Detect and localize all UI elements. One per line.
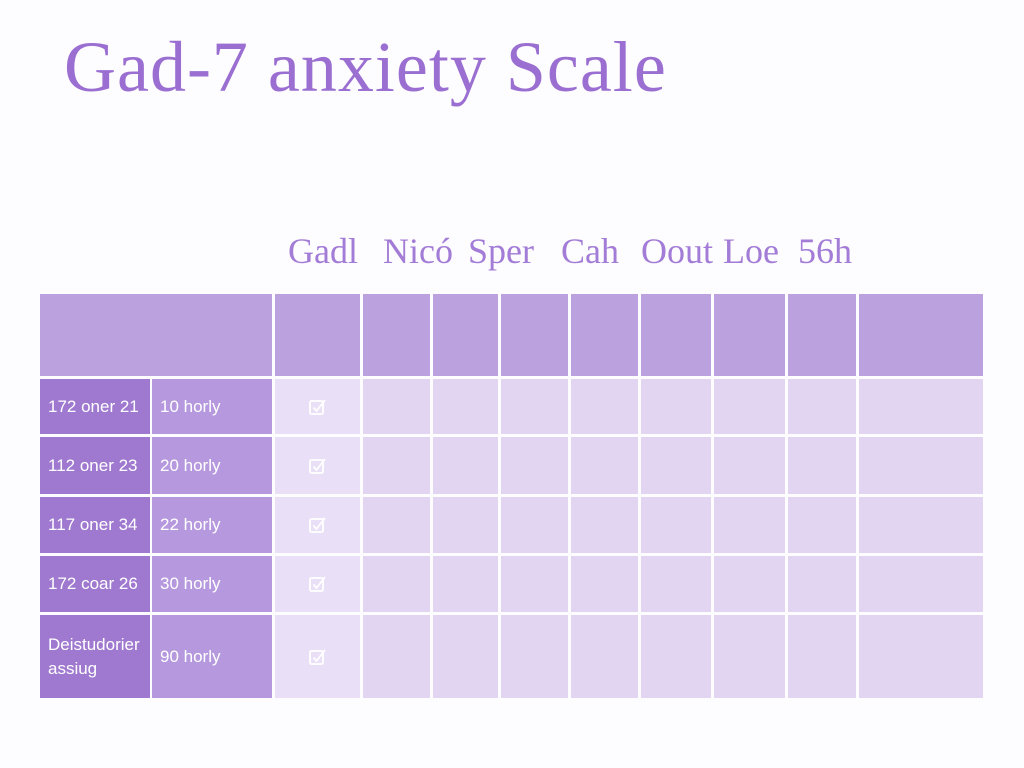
column-header: Cah <box>561 231 619 271</box>
row-duration: 90 horly <box>152 615 272 698</box>
column-header: Loe <box>723 231 779 271</box>
table-cell <box>641 615 711 698</box>
row-label: 172 oner 21 <box>40 379 150 434</box>
table-cell <box>571 497 638 553</box>
row-duration: 20 horly <box>152 437 272 494</box>
column-header: Nicó <box>383 231 453 271</box>
table-cell <box>433 556 498 612</box>
row-duration: 22 horly <box>152 497 272 553</box>
table-cell <box>714 379 785 434</box>
table-cell <box>363 497 430 553</box>
table-cell <box>571 615 638 698</box>
row-label: 112 oner 23 <box>40 437 150 494</box>
row-duration: 10 horly <box>152 379 272 434</box>
table-cell <box>859 379 983 434</box>
table-cell <box>571 556 638 612</box>
table-cell <box>859 615 983 698</box>
header-cell <box>363 294 430 376</box>
row-label: Deistudorier assiug <box>40 615 150 698</box>
table-cell <box>641 437 711 494</box>
table-cell <box>501 437 568 494</box>
checkbox-icon <box>308 457 326 474</box>
checkbox-cell <box>275 379 360 434</box>
table-cell <box>363 615 430 698</box>
checkbox-cell <box>275 497 360 553</box>
table-cell <box>714 556 785 612</box>
row-label: 117 oner 34 <box>40 497 150 553</box>
table-cell <box>501 556 568 612</box>
column-header: Gadl <box>288 231 358 271</box>
table-cell <box>788 497 856 553</box>
page-title: Gad-7 anxiety Scale <box>64 27 667 107</box>
table-cell <box>433 615 498 698</box>
checkbox-icon <box>308 576 326 592</box>
header-cell <box>501 294 568 376</box>
header-cell <box>571 294 638 376</box>
table-cell <box>859 497 983 553</box>
column-header: Oout <box>641 231 713 271</box>
table-cell <box>433 437 498 494</box>
table-cell <box>501 497 568 553</box>
table-cell <box>859 556 983 612</box>
table-cell <box>571 379 638 434</box>
header-cell <box>641 294 711 376</box>
column-header: Sper <box>468 231 534 271</box>
checkbox-icon <box>308 648 326 665</box>
table-cell <box>433 497 498 553</box>
table-cell <box>714 615 785 698</box>
checkbox-cell <box>275 556 360 612</box>
table-cell <box>571 437 638 494</box>
header-cell <box>275 294 360 376</box>
table-cell <box>714 437 785 494</box>
column-header: 56h <box>798 231 852 271</box>
table-cell <box>641 556 711 612</box>
checkbox-cell <box>275 437 360 494</box>
checkbox-cell <box>275 615 360 698</box>
checkbox-icon <box>308 398 326 415</box>
table-cell <box>501 615 568 698</box>
table-cell <box>788 615 856 698</box>
table-cell <box>363 379 430 434</box>
table-cell <box>641 379 711 434</box>
header-cell <box>40 294 272 376</box>
table-cell <box>788 379 856 434</box>
header-cell <box>433 294 498 376</box>
table-cell <box>788 437 856 494</box>
row-label: 172 coar 26 <box>40 556 150 612</box>
header-cell <box>714 294 785 376</box>
table-cell <box>714 497 785 553</box>
table-cell <box>859 437 983 494</box>
table-cell <box>363 556 430 612</box>
row-duration: 30 horly <box>152 556 272 612</box>
header-cell <box>788 294 856 376</box>
checkbox-icon <box>308 517 326 533</box>
table-cell <box>501 379 568 434</box>
table-cell <box>433 379 498 434</box>
table-cell <box>363 437 430 494</box>
table-cell <box>641 497 711 553</box>
table-cell <box>788 556 856 612</box>
header-cell <box>859 294 983 376</box>
